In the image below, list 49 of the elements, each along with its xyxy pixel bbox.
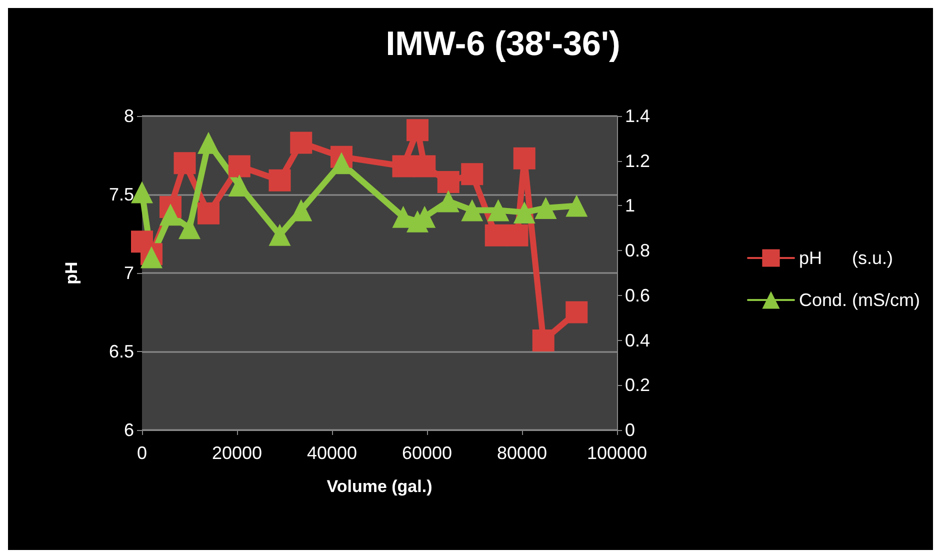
point bbox=[484, 224, 507, 246]
point bbox=[268, 169, 291, 192]
y2-tick-label: 0.6 bbox=[625, 285, 650, 306]
point bbox=[406, 119, 428, 142]
y2-tick-label: 1 bbox=[625, 196, 636, 216]
x-tick-label: 40000 bbox=[306, 443, 358, 463]
point bbox=[487, 199, 510, 222]
chart-title: IMW-6 (38'-36') bbox=[386, 25, 620, 63]
y-tick-label: 7.5 bbox=[108, 184, 134, 204]
point bbox=[437, 190, 460, 212]
legend-label: Cond. (mS/cm) bbox=[798, 290, 920, 310]
point bbox=[198, 202, 220, 224]
point bbox=[513, 147, 536, 170]
x-axis-title: Volume (gal.) bbox=[326, 477, 432, 496]
point bbox=[532, 330, 554, 352]
y-axis-title: pH bbox=[62, 262, 81, 284]
x-tick-label: 100000 bbox=[586, 443, 648, 463]
point bbox=[566, 194, 588, 217]
x-tick-label: 0 bbox=[136, 443, 148, 463]
point bbox=[461, 199, 484, 222]
point bbox=[513, 201, 536, 224]
y2-tick-label: 0.2 bbox=[625, 375, 650, 396]
point bbox=[566, 301, 588, 324]
point bbox=[392, 155, 414, 178]
point bbox=[268, 224, 291, 246]
point bbox=[198, 132, 220, 154]
y-tick-label: 6 bbox=[124, 420, 134, 440]
point bbox=[160, 204, 182, 226]
point bbox=[506, 224, 528, 246]
y2-tick-label: 1.2 bbox=[625, 150, 650, 171]
y-tick-label: 8 bbox=[124, 106, 134, 126]
x-tick-label: 20000 bbox=[212, 443, 262, 463]
y2-tick-label: 0.4 bbox=[625, 330, 650, 350]
point bbox=[174, 152, 196, 174]
point bbox=[228, 155, 250, 178]
point bbox=[290, 132, 312, 154]
point bbox=[437, 170, 460, 193]
x-tick-label: 80000 bbox=[496, 443, 548, 463]
point bbox=[178, 217, 200, 240]
y2-tick-label: 0 bbox=[625, 420, 636, 440]
y-tick-label: 7 bbox=[124, 263, 134, 283]
point bbox=[534, 196, 557, 219]
x-tick-label: 60000 bbox=[402, 443, 452, 463]
point bbox=[461, 163, 484, 186]
y2-tick-label: 0.8 bbox=[625, 240, 650, 261]
legend-label: pH (s.u.) bbox=[798, 248, 894, 268]
y2-tick-label: 1.4 bbox=[625, 106, 650, 126]
point bbox=[414, 155, 436, 178]
y-tick-label: 6.5 bbox=[108, 342, 134, 362]
